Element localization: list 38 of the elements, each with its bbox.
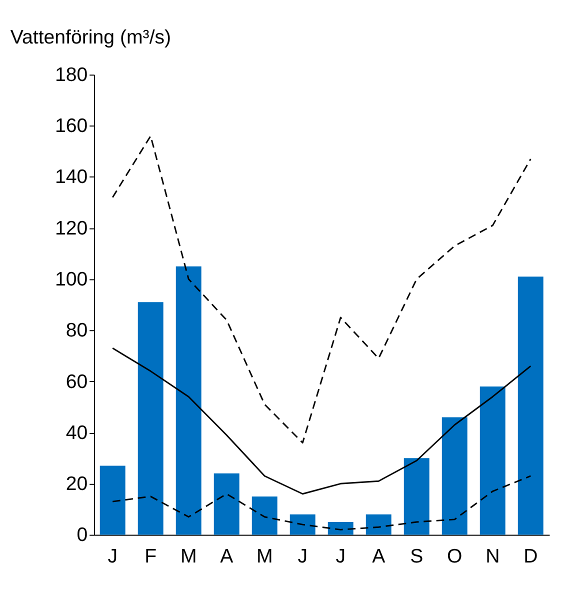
y-tick-label: 180 bbox=[54, 64, 88, 86]
line-series bbox=[112, 475, 532, 530]
x-tick-label: F bbox=[144, 546, 157, 568]
y-tick-label: 80 bbox=[66, 320, 88, 342]
x-tick-label: M bbox=[256, 546, 273, 568]
x-tick-label: S bbox=[410, 546, 424, 568]
bar bbox=[138, 302, 164, 535]
x-tick-label: O bbox=[447, 546, 462, 568]
bar bbox=[290, 514, 316, 535]
line-series bbox=[112, 347, 532, 495]
x-tick-label: N bbox=[486, 546, 500, 568]
bar bbox=[404, 458, 430, 535]
y-tick-label: 160 bbox=[54, 115, 88, 138]
bar bbox=[252, 496, 278, 535]
y-tick-label: 120 bbox=[54, 217, 88, 240]
y-tick-label: 140 bbox=[54, 166, 88, 188]
y-tick-label: 100 bbox=[54, 268, 88, 291]
chart-title: Vattenföring (m³/s) bbox=[10, 26, 172, 48]
x-tick-label: J bbox=[298, 546, 308, 568]
bar bbox=[328, 522, 354, 535]
bar bbox=[442, 417, 468, 535]
x-tick-label: J bbox=[336, 546, 346, 568]
bar bbox=[518, 276, 544, 535]
bar bbox=[366, 514, 392, 535]
y-tick-label: 20 bbox=[66, 473, 88, 496]
x-tick-label: A bbox=[372, 546, 386, 568]
x-tick-label: A bbox=[220, 546, 234, 568]
bar bbox=[480, 386, 506, 535]
y-tick-label: 40 bbox=[66, 422, 88, 444]
bar bbox=[176, 266, 202, 535]
line-series bbox=[112, 135, 532, 444]
x-tick-label: D bbox=[524, 546, 538, 568]
y-tick-label: 0 bbox=[76, 524, 88, 546]
bar bbox=[214, 473, 240, 535]
bar bbox=[100, 466, 126, 535]
x-tick-label: M bbox=[180, 546, 197, 568]
y-tick-label: 60 bbox=[66, 370, 88, 393]
x-tick-label: J bbox=[108, 546, 118, 568]
